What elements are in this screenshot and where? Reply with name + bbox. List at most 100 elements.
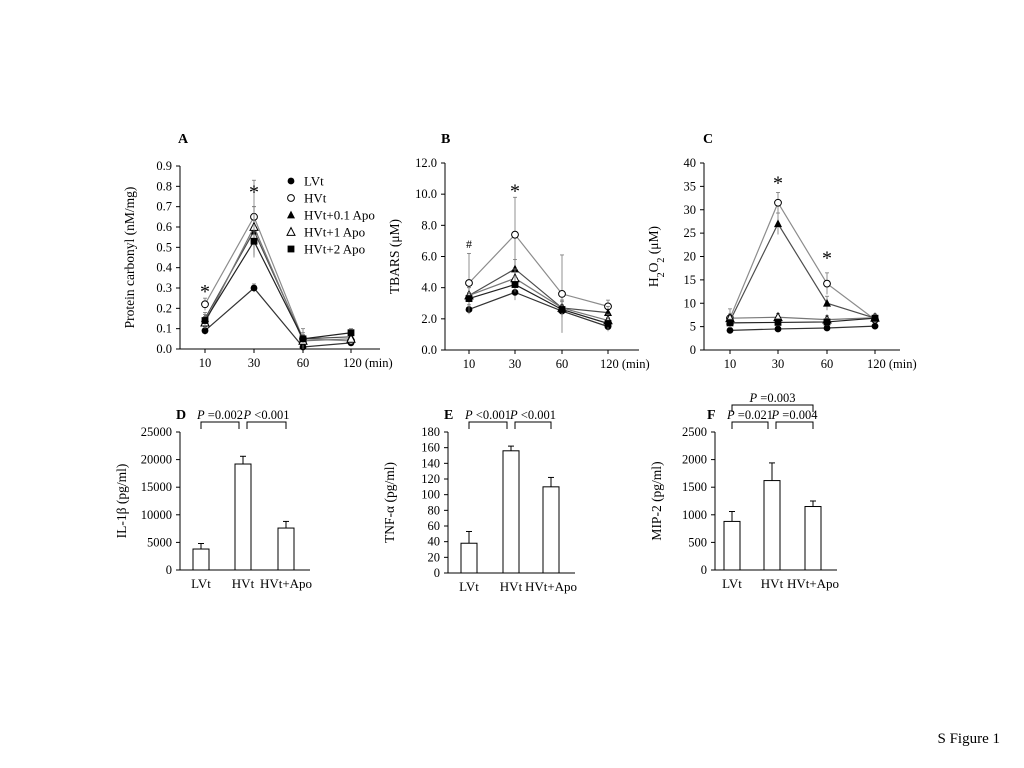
marker-filled-square xyxy=(287,245,295,253)
y-tick-label: 6.0 xyxy=(421,250,437,264)
y-axis-label: MIP-2 (pg/ml) xyxy=(649,461,664,540)
x-tick-label: LVt xyxy=(191,576,211,591)
significance-mark: * xyxy=(249,181,259,203)
y-tick-label: 2500 xyxy=(682,425,707,439)
panel-c: C 0 5 10 15 20 25 30 35 40 10 30 60 120 (min) H2O2 (μM… xyxy=(646,132,917,371)
marker-filled-square xyxy=(465,295,473,302)
p-value-label: P =0.002 xyxy=(196,408,243,422)
marker-filled-square xyxy=(250,237,258,245)
marker-open-circle xyxy=(287,194,295,202)
panel-d: 0 5000 10000 15000 20000 25000 IL-1β (pg/ml) LV… xyxy=(114,408,312,591)
marker-filled-square xyxy=(871,314,879,322)
y-axis-label: Protein carbonyl (nM/mg) xyxy=(122,187,137,329)
y-tick-label: 10.0 xyxy=(415,187,437,201)
marker-filled-square xyxy=(299,335,307,343)
bar xyxy=(502,450,520,574)
x-tick-label: HVt+Apo xyxy=(787,576,839,591)
y-tick-label: 140 xyxy=(421,456,440,470)
y-tick-label: 0 xyxy=(166,563,172,577)
legend-label: LVt xyxy=(304,174,324,189)
x-tick-label: HVt xyxy=(232,576,255,591)
panel-label: E xyxy=(444,408,453,423)
y-tick-label: 0.1 xyxy=(156,322,172,336)
comparison-bracket xyxy=(775,421,814,429)
p-value-label: P =0.004 xyxy=(771,408,819,422)
x-tick-label: 10 xyxy=(199,356,212,370)
series-hvt-0-1-apo xyxy=(726,212,879,329)
comparison-bracket xyxy=(731,421,769,429)
marker-open-circle xyxy=(823,279,831,288)
y-tick-label: 2000 xyxy=(682,453,707,467)
marker-filled-square xyxy=(774,319,782,326)
marker-open-circle xyxy=(511,230,519,239)
p-value-label: P <0.001 xyxy=(243,408,290,422)
legend-label: HVt xyxy=(304,191,327,206)
comparison-bracket xyxy=(731,404,814,412)
panel-label: D xyxy=(176,408,186,423)
x-tick-label: 60 xyxy=(297,356,310,370)
marker-filled-square xyxy=(511,281,519,288)
y-tick-label: 0.7 xyxy=(156,200,172,214)
series-line xyxy=(468,268,609,314)
p-value-label: P <0.001 xyxy=(464,408,511,422)
series-line xyxy=(729,201,876,321)
series-hvt xyxy=(201,179,355,349)
marker-filled-square xyxy=(347,329,355,337)
y-tick-label: 0.4 xyxy=(156,261,172,275)
comparison-bracket xyxy=(246,421,287,429)
y-tick-label: 0.0 xyxy=(421,343,437,357)
x-tick-label: HVt+Apo xyxy=(525,579,577,594)
x-tick-label: LVt xyxy=(722,576,742,591)
x-tick-label: 60 xyxy=(556,357,569,371)
x-tick-label: 10 xyxy=(724,357,737,371)
bar xyxy=(460,542,478,574)
significance-mark: * xyxy=(510,180,520,202)
x-tick-label: 10 xyxy=(463,357,476,371)
series-hvt-2-apo xyxy=(465,276,612,330)
y-tick-label: 2.0 xyxy=(421,312,437,326)
marker-filled-square xyxy=(823,318,831,326)
y-tick-label: 60 xyxy=(428,519,441,533)
marker-filled-square xyxy=(201,317,209,324)
y-axis-label: TBARS (μM) xyxy=(387,219,402,294)
y-axis-label: H2O2 (μM) xyxy=(646,226,667,287)
series-line xyxy=(204,287,352,348)
y-tick-label: 15 xyxy=(684,273,697,287)
marker-open-circle xyxy=(465,279,473,287)
marker-filled-triangle xyxy=(823,298,831,307)
marker-filled-circle xyxy=(823,324,831,332)
series-lvt xyxy=(465,284,612,332)
panel-label: A xyxy=(178,132,189,147)
significance-mark: * xyxy=(822,248,832,270)
y-tick-label: 0.8 xyxy=(156,179,172,193)
series-line xyxy=(468,277,609,321)
y-tick-label: 0 xyxy=(690,343,696,357)
y-tick-label: 0.6 xyxy=(156,220,172,234)
x-tick-label: 30 xyxy=(509,357,522,371)
series-hvt-2-apo xyxy=(201,224,355,343)
y-tick-label: 0.9 xyxy=(156,159,172,173)
panel-a: A 0.0 0.1 0.2 0.3 0.4 0.5 0.6 0.7 0.8 0.9 10 30 60 120… xyxy=(122,132,393,370)
y-tick-label: 10 xyxy=(684,296,697,310)
x-tick-label: 30 xyxy=(772,357,785,371)
y-tick-label: 12.0 xyxy=(415,156,437,170)
bar xyxy=(192,548,210,571)
legend: LVt HVt HVt+0.1 Apo HVt+1 Apo HVt+2 Apo xyxy=(286,174,375,257)
bar xyxy=(763,480,781,571)
p-value-label: P <0.001 xyxy=(509,408,556,422)
y-tick-label: 20 xyxy=(684,250,697,264)
comparison-bracket xyxy=(514,421,552,429)
legend-label: HVt+2 Apo xyxy=(304,242,365,257)
y-tick-label: 25 xyxy=(684,226,697,240)
x-tick-label: HVt+Apo xyxy=(260,576,312,591)
y-axis-label: IL-1β (pg/ml) xyxy=(114,464,129,539)
panel-f: 0 500 1000 1500 2000 2500 MIP-2 (pg/ml) LVt HVt H… xyxy=(649,391,839,591)
bar xyxy=(804,506,822,571)
y-tick-label: 5 xyxy=(690,320,696,334)
x-tick-label: 30 xyxy=(248,356,261,370)
comparison-bracket xyxy=(200,421,240,429)
y-tick-label: 20 xyxy=(428,550,441,564)
y-tick-label: 4.0 xyxy=(421,281,437,295)
marker-open-circle xyxy=(558,290,566,298)
